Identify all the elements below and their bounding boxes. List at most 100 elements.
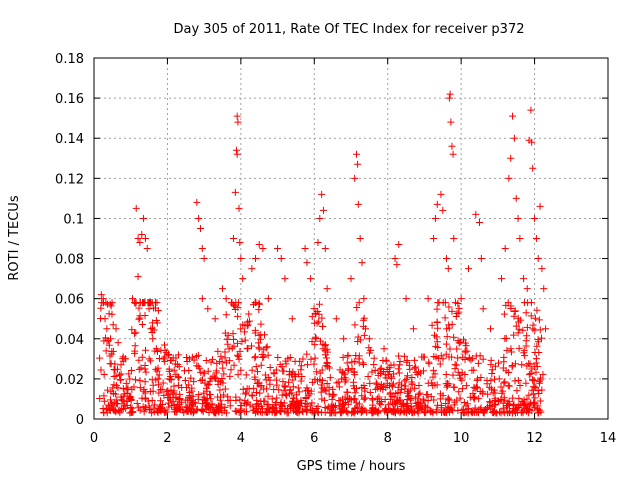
data-point xyxy=(138,353,146,361)
data-point xyxy=(395,379,403,387)
data-point xyxy=(169,390,177,398)
data-point xyxy=(421,401,429,409)
data-point xyxy=(226,357,234,365)
data-point xyxy=(459,408,467,416)
data-point xyxy=(351,357,359,365)
data-point xyxy=(330,409,338,417)
data-point xyxy=(395,369,403,377)
data-point xyxy=(153,299,161,307)
data-point xyxy=(491,362,499,370)
data-point xyxy=(457,295,465,303)
data-point xyxy=(147,325,155,333)
data-point xyxy=(398,407,406,415)
data-point xyxy=(107,302,115,310)
data-point xyxy=(161,341,169,349)
data-point xyxy=(337,375,345,383)
data-point xyxy=(135,315,143,323)
data-point xyxy=(531,326,539,334)
data-point xyxy=(404,404,412,412)
data-point xyxy=(419,367,427,375)
data-point xyxy=(262,344,270,352)
data-point xyxy=(390,393,398,401)
data-point xyxy=(110,366,118,374)
data-point xyxy=(333,379,341,387)
data-point xyxy=(138,230,146,238)
x-tick-label: 10 xyxy=(453,431,470,446)
data-point xyxy=(479,305,487,313)
data-point xyxy=(163,388,171,396)
data-point xyxy=(180,409,188,417)
data-point xyxy=(419,395,427,403)
data-point xyxy=(143,245,151,253)
data-point xyxy=(234,118,242,126)
data-point xyxy=(145,402,153,410)
data-point xyxy=(507,345,515,353)
data-point xyxy=(141,378,149,386)
data-point xyxy=(208,400,216,408)
data-point xyxy=(391,409,399,417)
data-point xyxy=(268,403,276,411)
data-point xyxy=(313,319,321,327)
data-point xyxy=(319,206,327,214)
data-point xyxy=(434,299,442,307)
data-point xyxy=(468,354,476,362)
data-point xyxy=(189,392,197,400)
data-point xyxy=(274,354,282,362)
data-point xyxy=(129,408,137,416)
data-point xyxy=(476,352,484,360)
data-point xyxy=(499,364,507,372)
data-point xyxy=(367,406,375,414)
data-point xyxy=(403,389,411,397)
data-point xyxy=(194,395,202,403)
data-point xyxy=(109,321,117,329)
data-point xyxy=(445,396,453,404)
data-point xyxy=(154,364,162,372)
data-point xyxy=(286,401,294,409)
data-point xyxy=(359,359,367,367)
data-point xyxy=(415,400,423,408)
data-point xyxy=(119,397,127,405)
data-point xyxy=(531,314,539,322)
data-point xyxy=(448,142,456,150)
data-point xyxy=(256,335,264,343)
data-point xyxy=(291,371,299,379)
data-point xyxy=(519,326,527,334)
data-point xyxy=(306,390,314,398)
data-point xyxy=(409,325,417,333)
data-point xyxy=(454,354,462,362)
data-point xyxy=(212,374,220,382)
data-point xyxy=(148,396,156,404)
data-point xyxy=(216,396,224,404)
data-point xyxy=(123,402,131,410)
data-point xyxy=(132,376,140,384)
data-point xyxy=(479,355,487,363)
data-point xyxy=(108,402,116,410)
data-point xyxy=(442,340,450,348)
y-axis-label: ROTI / TECUs xyxy=(7,195,22,280)
data-point xyxy=(100,392,108,400)
data-point xyxy=(450,401,458,409)
data-point xyxy=(387,373,395,381)
data-point xyxy=(296,357,304,365)
data-point xyxy=(461,348,469,356)
data-point xyxy=(359,316,367,324)
data-point xyxy=(523,323,531,331)
data-point xyxy=(408,378,416,386)
data-point xyxy=(450,383,458,391)
data-point xyxy=(199,376,207,384)
data-point xyxy=(289,383,297,391)
data-point xyxy=(529,164,537,172)
data-point xyxy=(401,377,409,385)
data-point xyxy=(396,388,404,396)
data-point xyxy=(232,146,240,154)
data-point xyxy=(376,365,384,373)
data-point xyxy=(253,396,261,404)
data-point xyxy=(292,407,300,415)
data-point xyxy=(532,355,540,363)
data-point xyxy=(511,409,519,417)
data-point xyxy=(218,374,226,382)
data-point xyxy=(486,383,494,391)
data-point xyxy=(393,261,401,269)
data-point xyxy=(458,376,466,384)
data-point xyxy=(239,275,247,283)
